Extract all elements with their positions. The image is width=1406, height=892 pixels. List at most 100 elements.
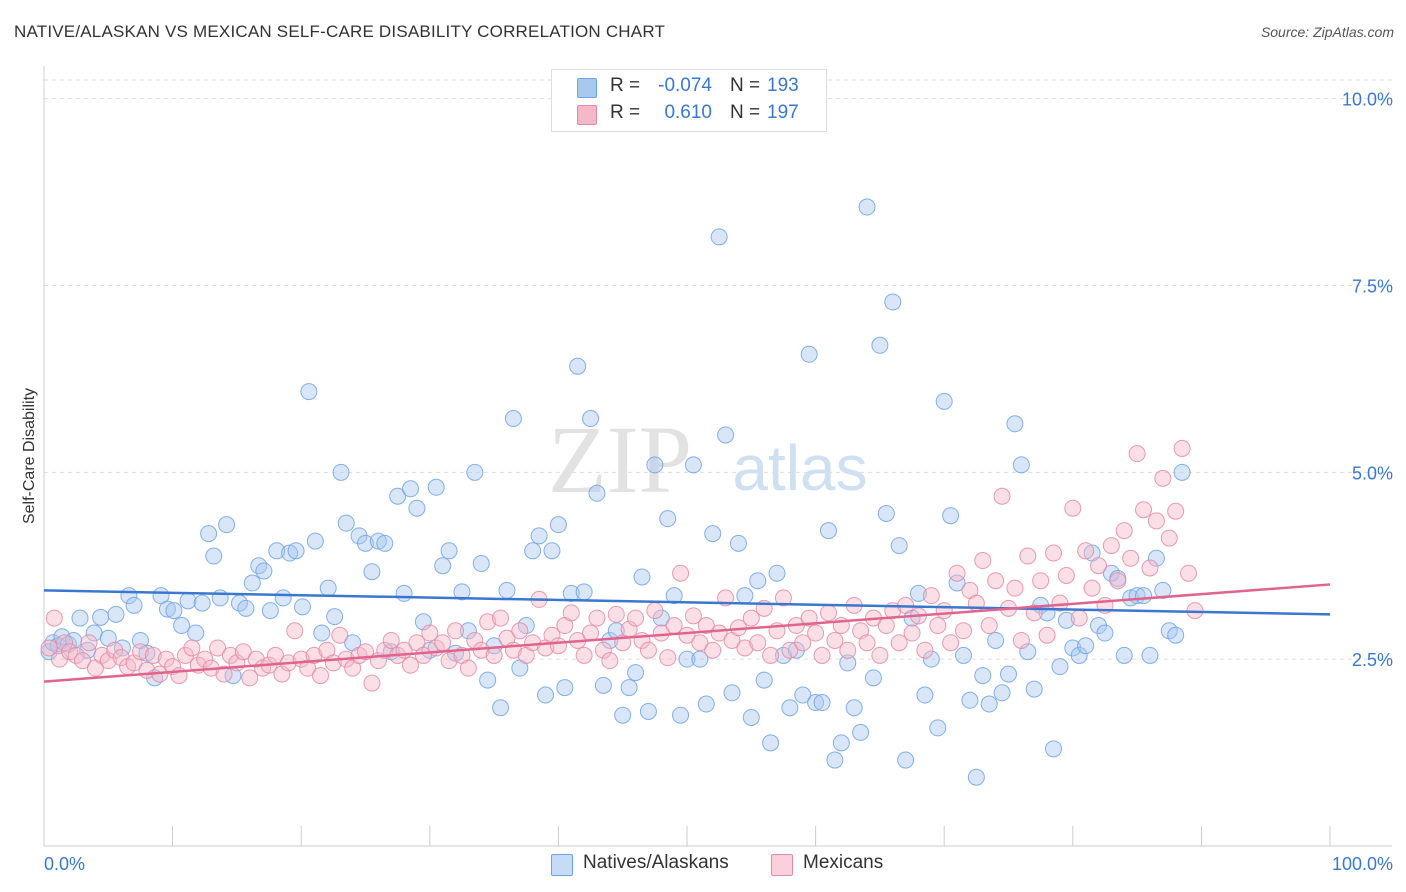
mexican-point [183, 639, 201, 657]
native-point [672, 706, 690, 724]
native-point [684, 456, 702, 474]
native-point [549, 516, 567, 534]
mexican-point [877, 617, 895, 635]
mexican-point [704, 641, 722, 659]
mexican-point [1147, 512, 1165, 530]
legend-r-value: -0.074 [658, 75, 712, 96]
native-point [1096, 624, 1114, 642]
mexican-point [144, 646, 162, 664]
mexican-point [434, 634, 452, 652]
mexican-point [1154, 469, 1172, 487]
mexican-point [710, 624, 728, 642]
mexican-point [311, 667, 329, 685]
native-point [293, 598, 311, 616]
native-point [427, 478, 445, 496]
native-point [678, 650, 696, 668]
mexican-point [1064, 499, 1082, 517]
x-tick-label: 100.0% [1332, 854, 1393, 874]
correlation-legend: R = -0.074 N = 193 R = 0.610 N = 197 [551, 69, 827, 132]
native-point [884, 293, 902, 311]
native-point [193, 594, 211, 612]
mexican-point [627, 609, 645, 627]
native-point [107, 605, 125, 623]
legend-r-label: R = [610, 75, 641, 96]
native-point [158, 600, 176, 618]
native-point [1077, 637, 1095, 655]
native-point [306, 532, 324, 550]
chart-title: NATIVE/ALASKAN VS MEXICAN SELF-CARE DISA… [14, 22, 666, 41]
mexican-point [1032, 572, 1050, 590]
mexican-point [922, 587, 940, 605]
mexican-point [40, 639, 58, 657]
native-point [337, 514, 355, 532]
mexican-point [575, 646, 593, 664]
native-point [395, 584, 413, 602]
native-point [440, 542, 458, 560]
mexican-point [1141, 559, 1159, 577]
native-point [864, 669, 882, 687]
native-point [1006, 415, 1024, 433]
native-point [1045, 740, 1063, 758]
native-point [71, 609, 89, 627]
native-point [389, 487, 407, 505]
mexican-point [607, 605, 625, 623]
native-point [211, 589, 229, 607]
native-point [967, 768, 985, 786]
y-tick-label: 10.0% [1342, 90, 1393, 110]
native-point [845, 699, 863, 717]
native-point [1000, 665, 1017, 683]
mexican-point [948, 564, 966, 582]
native-point [993, 684, 1011, 702]
mexicans-trend-line [43, 583, 1331, 683]
native-point [1012, 456, 1030, 474]
native-point [173, 617, 191, 635]
mexican-point [826, 631, 844, 649]
native-point [200, 525, 218, 543]
native-point [1154, 581, 1172, 599]
native-point [1025, 680, 1043, 698]
native-point [1070, 646, 1088, 664]
watermark-zip: ZIP [548, 406, 692, 513]
native-point [261, 602, 279, 620]
native-point [890, 537, 908, 555]
mexican-point [980, 617, 998, 635]
native-point [929, 719, 947, 737]
mexican-point [807, 624, 825, 642]
mexican-point [942, 634, 960, 652]
mexican-point [678, 626, 696, 644]
mexican-point [858, 634, 876, 652]
native-point [961, 691, 979, 709]
native-point [582, 410, 600, 428]
legend-row-mexicans: R = 0.610 N = 197 [552, 101, 826, 127]
tick-labels: 2.5% 5.0% 7.5% 10.0% 0.0% 100.0% [44, 90, 1393, 874]
native-point [877, 504, 895, 522]
mexican-point [993, 487, 1011, 505]
axes [43, 66, 1392, 847]
native-point [459, 622, 477, 640]
mexican-point [562, 604, 580, 622]
mexican-point [903, 624, 921, 642]
mexican-point [479, 613, 497, 631]
mexican-point [819, 604, 837, 622]
native-point [472, 555, 490, 573]
native-point [319, 579, 337, 597]
native-point [704, 525, 722, 543]
native-point [1057, 611, 1075, 629]
native-point [717, 426, 735, 444]
legend-n-value: 193 [767, 75, 799, 96]
native-point [697, 695, 715, 713]
native-point [369, 532, 387, 550]
mexican-point [774, 589, 792, 607]
mexican-point [331, 626, 349, 644]
native-point [243, 574, 261, 592]
native-point [1135, 587, 1153, 605]
native-point [300, 383, 318, 401]
series-swatch-mexicans [771, 854, 793, 876]
mexican-point [736, 639, 754, 657]
mexican-point [839, 641, 857, 659]
native-point [742, 708, 760, 726]
mexican-point [691, 634, 709, 652]
native-point [281, 544, 299, 562]
native-point [729, 534, 747, 552]
mexican-point [601, 652, 619, 670]
